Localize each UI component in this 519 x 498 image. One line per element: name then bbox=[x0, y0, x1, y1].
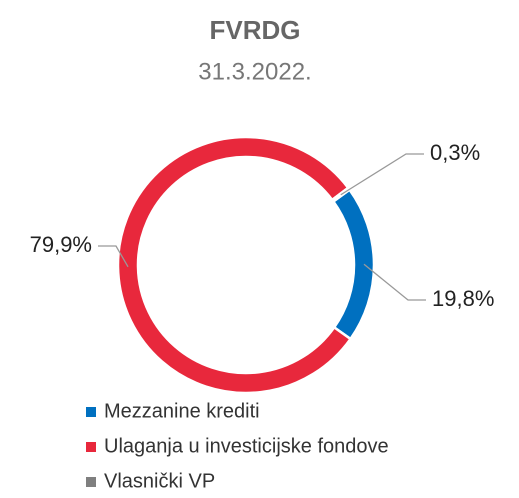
donut-segment bbox=[116, 135, 353, 395]
data-label: 0,3% bbox=[430, 140, 480, 165]
leader-line bbox=[363, 263, 426, 301]
leader-line bbox=[98, 245, 129, 268]
leader-line bbox=[340, 153, 424, 196]
legend-swatch bbox=[86, 442, 96, 452]
donut-segment bbox=[331, 188, 376, 341]
data-label: 79,9% bbox=[30, 232, 92, 257]
legend-label: Vlasnički VP bbox=[104, 470, 215, 492]
legend-label: Mezzanine krediti bbox=[104, 400, 260, 422]
chart-title: FVRDG bbox=[210, 15, 301, 45]
legend-swatch bbox=[86, 407, 96, 417]
legend-label: Ulaganja u investicijske fondove bbox=[104, 435, 389, 457]
legend-swatch bbox=[86, 477, 96, 487]
chart-subtitle: 31.3.2022. bbox=[198, 58, 311, 85]
data-label: 19,8% bbox=[432, 286, 494, 311]
